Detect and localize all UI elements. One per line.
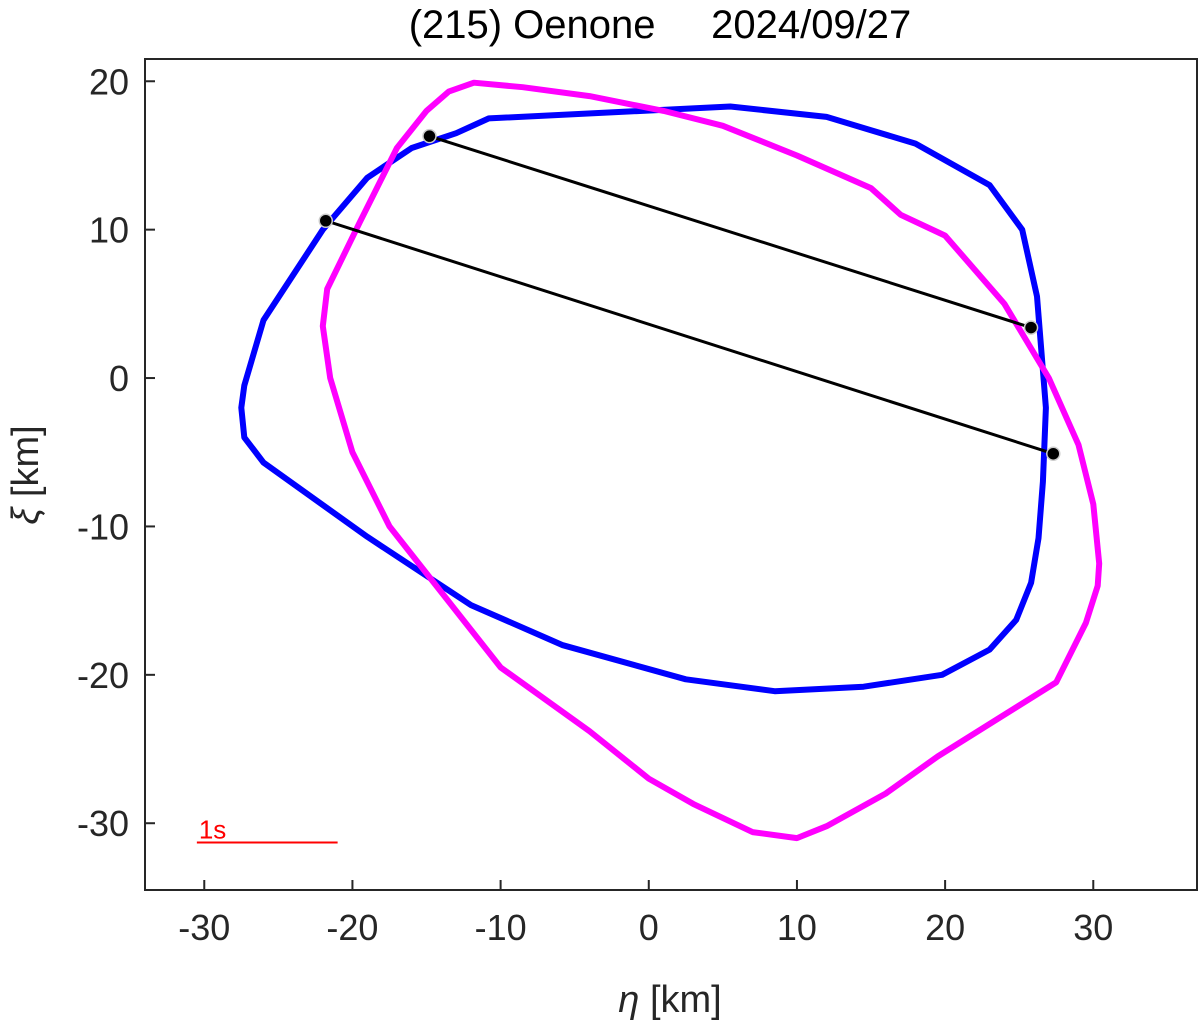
chord-endpoint [318,213,334,228]
series-layer [238,79,1103,842]
x-tick-label: -30 [178,907,230,948]
y-axis-label: ξ [km] [5,425,47,524]
chart-title: (215) Oenone 2024/09/27 [409,3,912,47]
y-tick-label: -30 [77,803,129,844]
chord-endpoint [422,128,437,144]
x-axis-ticks: -30 -20 -10 0 10 20 30 [178,880,1113,948]
y-tick-label: 10 [89,210,129,251]
chord-line [429,134,1032,330]
y-tick-label: 20 [89,61,129,102]
y-tick-label: -10 [77,506,129,547]
x-tick-label: 0 [639,907,659,948]
x-tick-label: -10 [475,907,527,948]
x-tick-label: 20 [925,907,965,948]
y-axis-ticks: 20 10 0 -10 -20 -30 [77,61,155,844]
chord-endpoint [1046,446,1061,461]
chord-endpoint [1023,320,1039,335]
y-tick-label: -20 [77,655,129,696]
x-tick-label: 30 [1073,907,1113,948]
chord-line [325,219,1054,456]
x-tick-label: -20 [326,907,378,948]
profile-magenta [319,79,1103,842]
plot-area [144,58,1198,891]
x-tick-label: 10 [777,907,817,948]
profile-blue [238,103,1049,695]
chord-layer [318,128,1061,461]
y-tick-label: 0 [109,358,129,399]
x-axis-label: η [km] [618,979,721,1021]
scale-bar-label: 1s [199,815,226,845]
